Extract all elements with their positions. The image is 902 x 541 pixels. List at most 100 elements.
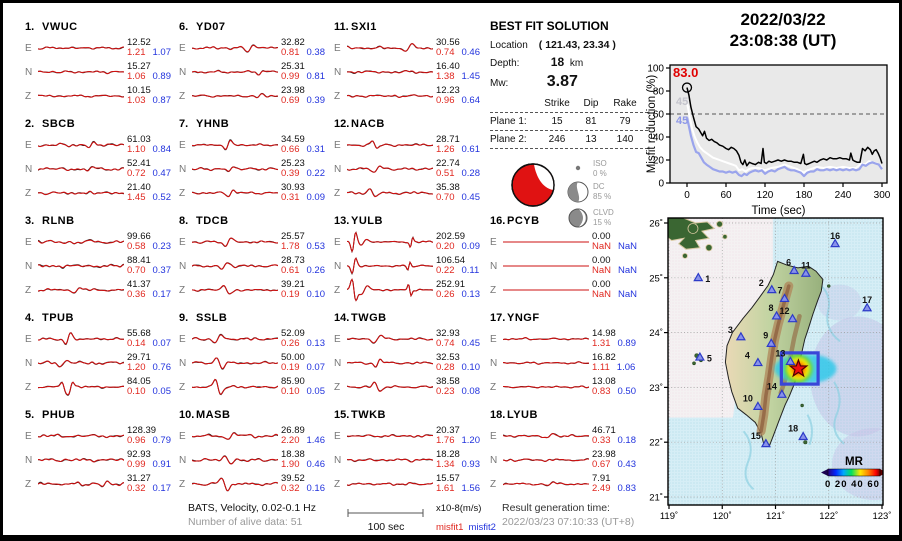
misfit1-value: 0.31 [281,192,300,203]
map-station-2 [766,284,777,294]
map-station-number: 13 [775,349,785,359]
channel-label: Z [334,381,341,393]
svg-text:240: 240 [835,190,852,201]
misfit2-value: 0.31 [306,144,326,155]
waveform-plot [192,139,278,151]
map-station-number: 1 [705,274,710,284]
channel-label: N [334,357,342,369]
channel-row-N: N 28.73 0.61 0.26 [179,254,331,278]
station-title: 3. RLNB [25,215,75,227]
misfit2-value: 0.16 [306,483,326,494]
amplitude-value: 16.82 [592,351,616,363]
misfit2-value: 0.89 [617,338,637,349]
channel-row-Z: Z 252.91 0.26 0.13 [334,278,486,302]
station-block-TWKB: 15. TWKB E 20.37 1.76 1.20 N 18.28 1.34 0.93 Z 15.5… [334,409,486,496]
channel-label: Z [25,187,32,199]
amplitude-value: 25.57 [281,230,305,242]
waveform-plot [347,165,433,173]
channel-row-E: E 128.39 0.96 0.79 [25,424,177,448]
misfit2-value: 0.13 [306,338,326,349]
waveform-plot [192,477,278,492]
amplitude-value: 106.54 [436,254,466,266]
channel-row-N: N 16.82 1.11 1.06 [490,351,642,375]
amplitude-value: 52.41 [127,157,151,169]
station-title: 18. LYUB [490,409,538,421]
channel-label: N [334,260,342,272]
channel-label: E [179,42,186,54]
misfit1-value: 1.61 [436,483,455,494]
amplitude-value: 13.08 [592,375,616,387]
channel-row-E: E 30.56 0.74 0.46 [334,36,486,60]
waveform-plot [38,381,124,397]
amplitude-value: 15.27 [127,60,151,72]
channel-row-Z: Z 31.27 0.32 0.17 [25,472,177,496]
misfit1-value: 1.38 [436,71,455,82]
channel-values: 88.41 0.70 0.37 [127,255,171,277]
amplitude-value: 128.39 [127,424,157,436]
channel-label: E [334,430,341,442]
station-title: 9. SSLB [179,312,228,324]
station-title: 14. TWGB [334,312,387,324]
misfit2-value: 0.11 [461,265,480,276]
result-time-value: 2022/03/23 07:10:33 (UT+8) [502,516,635,528]
channel-values: 12.52 1.21 1.07 [127,37,171,59]
amplitude-value: 46.71 [592,424,616,436]
map-station-12 [787,313,798,323]
channel-label: N [179,357,187,369]
svg-text:20: 20 [653,156,665,167]
channel-row-N: N 0.00 NaN NaN [490,254,642,278]
channel-label: N [25,66,33,78]
waveform-plot [192,189,278,198]
amplitude-value: 12.23 [436,84,460,96]
station-title: 15. TWKB [334,409,386,421]
channel-row-Z: Z 12.23 0.96 0.64 [334,84,486,108]
map-station-10 [752,401,763,410]
map-station-number: 15 [751,431,761,441]
amplitude-value: 0.00 [592,278,611,290]
component-percent: 85 % [593,192,611,201]
misfit1-value: 0.70 [127,265,146,276]
channel-values: 52.41 0.72 0.47 [127,157,171,180]
channel-label: E [25,430,32,442]
waveform-plot [38,70,124,75]
station-block-RLNB: 3. RLNB E 99.66 0.58 0.23 N 88.41 0.70 0.37 Z 41.37… [25,215,177,302]
misfit2-value: 0.46 [461,47,481,58]
misfit1-value: 0.19 [281,289,300,300]
channel-row-Z: Z 85.90 0.10 0.05 [179,375,331,399]
channel-label: E [179,236,186,248]
waveform-plot [38,165,124,172]
misfit1-value: 1.10 [127,144,146,155]
misfit1-value: 0.58 [127,241,146,252]
misfit2-value: 1.56 [461,483,481,494]
chart-annotation: 45 [676,96,688,108]
channel-values: 61.03 1.10 0.84 [127,134,171,156]
station-title: 11. SXI1 [334,21,377,33]
channel-row-Z: Z 7.91 2.49 0.83 [490,472,642,496]
rake-header: Rake [613,98,637,109]
channel-values: 29.71 1.20 0.76 [127,352,171,374]
misfit1-value: 0.39 [281,168,300,179]
channel-values: 31.27 0.32 0.17 [127,473,171,495]
channel-label: N [179,260,187,272]
channel-row-N: N 52.41 0.72 0.47 [25,157,177,181]
channel-label: Z [25,478,32,490]
misfit1-value: 0.96 [436,95,455,106]
amplitude-value: 28.73 [281,254,305,266]
waveform-plot [503,481,589,487]
channel-label: E [490,430,497,442]
station-title: 7. YHNB [179,118,230,130]
amplitude-value: 202.59 [436,230,466,242]
misfit1-value: 1.11 [592,362,610,373]
waveform-plot [503,361,589,365]
channel-row-E: E 0.00 NaN NaN [490,230,642,254]
channel-label: E [25,42,32,54]
waveform-plot [503,241,589,243]
amplitude-value: 23.98 [592,448,616,460]
station-block-NACB: 12. NACB E 28.71 1.26 0.61 N 22.74 0.51 0.28 Z 35.3… [334,118,486,205]
station-block-SBCB: 2. SBCB E 61.03 1.10 0.84 N 52.41 0.72 0.47 Z 21.40… [25,118,177,205]
channel-label: Z [179,187,186,199]
misfit1-value: 1.06 [127,71,146,82]
misfit2-value: 0.23 [152,241,172,252]
channel-row-Z: Z 39.21 0.19 0.10 [179,278,331,302]
